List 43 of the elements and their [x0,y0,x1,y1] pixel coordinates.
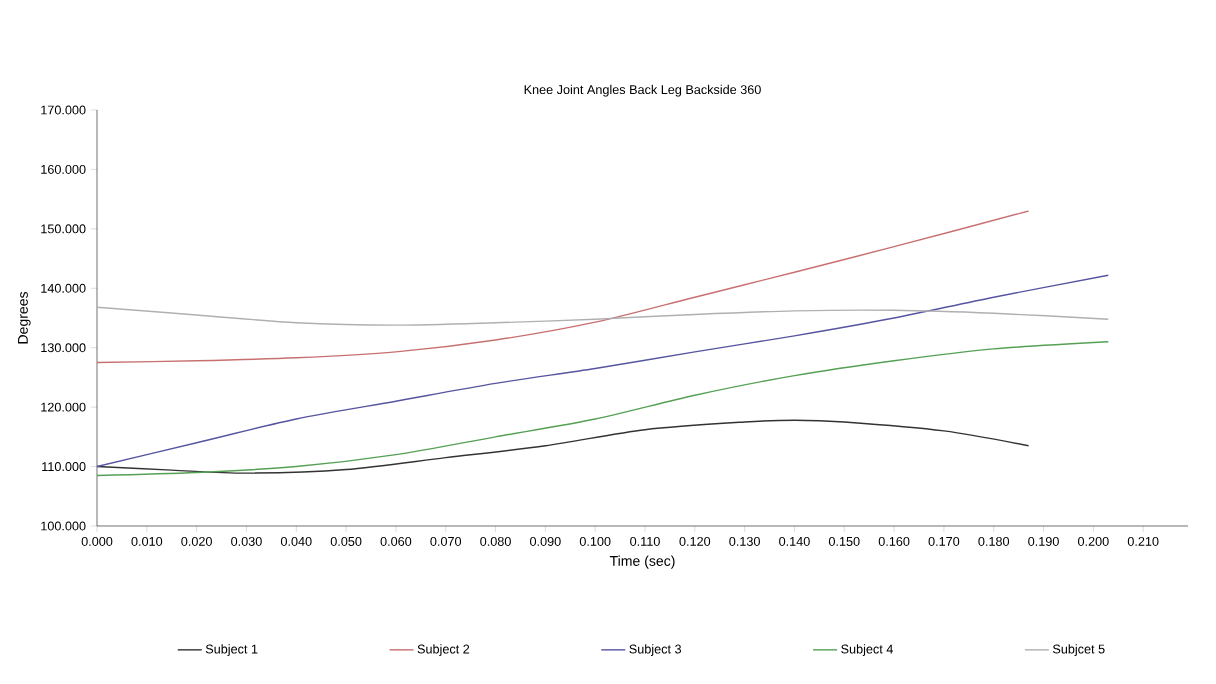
legend-label: Subject 2 [417,644,470,656]
y-tick-label: 140.000 [41,283,86,293]
x-tick-label: 0.000 [81,536,113,546]
x-tick-label: 0.090 [530,536,561,546]
y-tick-label: 110.000 [42,462,86,472]
x-tick-label: 0.020 [181,536,212,546]
legend-label: Subject 4 [841,644,893,656]
legend-label: Subjcet 5 [1052,644,1105,656]
chart-title: Knee Joint Angles Back Leg Backside 360 [524,84,761,97]
x-tick-label: 0.120 [679,536,711,546]
y-tick-label: 160.000 [41,164,86,174]
line-series [97,306,1110,326]
x-tick-label: 0.030 [231,536,262,546]
y-tick-label: 130.000 [41,343,86,353]
line-series [97,274,1110,468]
x-tick-label: 0.050 [330,536,362,546]
x-tick-label: 0.110 [630,536,660,546]
x-tick-label: 0.100 [579,536,611,546]
x-tick-label: 0.040 [280,536,312,546]
line-series [97,419,1030,474]
y-tick-label: 170.000 [41,105,86,115]
x-tick-label: 0.130 [729,536,760,546]
legend-label: Subject 3 [629,644,682,656]
x-tick-label: 0.070 [430,536,462,546]
x-tick-label: 0.170 [928,536,960,546]
line-series [97,341,1110,477]
y-axis-title: Degrees [18,291,31,344]
x-tick-label: 0.010 [131,536,163,546]
x-tick-label: 0.200 [1078,536,1109,546]
y-tick-label: 120.000 [41,402,86,412]
x-tick-label: 0.160 [878,536,910,546]
x-tick-label: 0.080 [480,536,511,546]
x-tick-label: 0.140 [779,536,810,546]
x-tick-label: 0.190 [1028,536,1059,546]
x-tick-label: 0.060 [380,536,412,546]
legend-label: Subject 1 [205,644,258,656]
x-axis-title: Time (sec) [609,555,675,569]
x-tick-label: 0.210 [1127,536,1159,546]
x-tick-label: 0.180 [978,536,1010,546]
x-tick-label: 0.150 [828,536,860,546]
y-tick-label: 150.000 [41,224,86,234]
line-series [97,210,1030,364]
y-tick-label: 100.000 [41,521,86,531]
